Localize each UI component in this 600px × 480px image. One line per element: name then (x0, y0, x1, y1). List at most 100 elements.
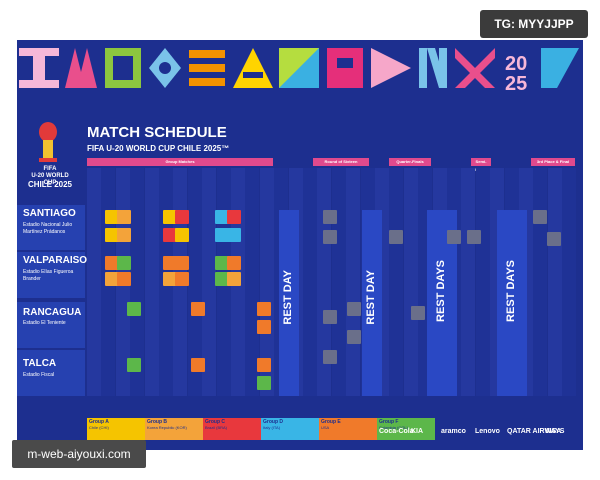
venue-rancagua-name: RANCAGUA (23, 307, 82, 318)
grid-column (245, 168, 260, 396)
grid-column (547, 168, 562, 396)
knockout-cell (323, 230, 337, 244)
match-cell (257, 302, 271, 316)
grid-column (202, 168, 217, 396)
match-cell (163, 210, 177, 224)
legend-group-name: Group D (263, 419, 283, 425)
logo-year: CHILE 2025 (27, 180, 73, 189)
grid-column (389, 168, 404, 396)
phase-quarter-finals: Quarter-Finals (389, 158, 431, 166)
match-cell (227, 210, 241, 224)
match-cell (105, 256, 119, 270)
logo-label: FIFA U-20 WORLD CUP (31, 166, 69, 186)
match-cell (105, 210, 119, 224)
grid-column (187, 168, 202, 396)
decorative-banner: 20 25 (17, 40, 583, 98)
venue-valparaiso-name: VALPARAISO (23, 255, 88, 266)
grid-column (403, 168, 418, 396)
match-cell (127, 358, 141, 372)
knockout-cell (323, 310, 337, 324)
phase-semi-finals: Semi-Finals (471, 158, 491, 172)
phase-group-matches: Group Matches (87, 158, 273, 166)
venue-row-talca (17, 350, 85, 396)
sponsor-logo: VISA (545, 428, 562, 435)
match-cell (257, 376, 271, 390)
sponsor-logo: aramco (441, 428, 466, 435)
rest-band-1 (279, 210, 299, 396)
sponsor-logo: Lenovo (475, 428, 500, 435)
phase-final: 3rd Place & Final (531, 158, 575, 166)
match-cell (175, 228, 189, 242)
schedule-poster: 20 25 FIFA U-20 WORLD CUP CHILE 2025 MAT… (17, 40, 583, 450)
knockout-cell (533, 210, 547, 224)
match-cell (127, 302, 141, 316)
match-cell (175, 210, 189, 224)
match-cell (117, 228, 131, 242)
legend-group: Group B Korea Republic (KOR) (145, 418, 203, 440)
grid-column (259, 168, 274, 396)
svg-text:25: 25 (505, 73, 527, 95)
venue-valparaiso-stadium: Estadio Elías Figueroa Brander (23, 269, 74, 282)
knockout-cell (323, 350, 337, 364)
banner-glyphs-icon: 20 25 (19, 48, 579, 95)
knockout-cell (323, 210, 337, 224)
grid-column (303, 168, 317, 396)
match-cell (227, 228, 241, 242)
grid-column (317, 168, 332, 396)
grid-column (331, 168, 346, 396)
match-cell (117, 256, 131, 270)
venue-talca-stadium: Estadio Fiscal (23, 372, 55, 378)
match-cell (191, 302, 205, 316)
rest-band-2 (362, 210, 382, 396)
svg-text:20: 20 (505, 53, 527, 75)
match-cell (227, 272, 241, 286)
match-cell (117, 210, 131, 224)
legend-group-name: Group A (89, 419, 109, 425)
grid-column (461, 168, 476, 396)
page-subtitle: FIFA U-20 WORLD CUP CHILE 2025™ (87, 144, 230, 153)
legend-group-team: Colombia (COL) (379, 425, 408, 430)
match-cell (215, 272, 229, 286)
legend-group: Group E USA (319, 418, 377, 440)
match-cell (117, 272, 131, 286)
knockout-cell (347, 330, 361, 344)
page-title: MATCH SCHEDULE (87, 124, 227, 141)
sponsor-logo: KIA (411, 428, 424, 435)
legend-group-team: Italy (ITA) (263, 425, 281, 430)
venue-talca-name: TALCA (23, 358, 57, 369)
legend-group: Group F Colombia (COL) (377, 418, 435, 440)
match-cell (215, 228, 229, 242)
venue-rancagua-stadium: Estadio El Teniente (23, 320, 66, 326)
phase-round-of-sixteen: Round of Sixteen (313, 158, 369, 166)
rest-band-4 (497, 210, 527, 396)
legend-group: Group D Italy (ITA) (261, 418, 319, 440)
match-cell (105, 272, 119, 286)
sponsor-logo: QATAR AIRWAYS (507, 428, 565, 435)
legend-group-name: Group C (205, 419, 225, 425)
rest-day-label-3: REST DAYS (435, 260, 447, 322)
grid-column (533, 168, 548, 396)
knockout-cell (411, 306, 425, 320)
rest-day-label-1: REST DAY (282, 270, 294, 325)
match-cell (215, 256, 229, 270)
match-cell (191, 358, 205, 372)
watermark-bottom: m-web-aiyouxi.com (12, 440, 146, 468)
match-cell (215, 210, 229, 224)
grid-column (144, 168, 159, 396)
match-cell (163, 272, 177, 286)
knockout-cell (447, 230, 461, 244)
legend-group-team: Korea Republic (KOR) (147, 425, 187, 430)
legend-group-team: USA (321, 425, 330, 430)
sponsor-logo: Coca-Cola (379, 428, 414, 435)
match-cell (257, 358, 271, 372)
legend-group-name: Group F (379, 419, 399, 425)
grid-column (130, 168, 145, 396)
tournament-logo-icon (39, 122, 57, 162)
match-cell (163, 228, 177, 242)
match-cell (257, 320, 271, 334)
match-cell (175, 272, 189, 286)
watermark-top: TG: MYYJJPP (480, 10, 588, 38)
grid-column (87, 168, 101, 396)
knockout-cell (389, 230, 403, 244)
grid-column (562, 168, 577, 396)
